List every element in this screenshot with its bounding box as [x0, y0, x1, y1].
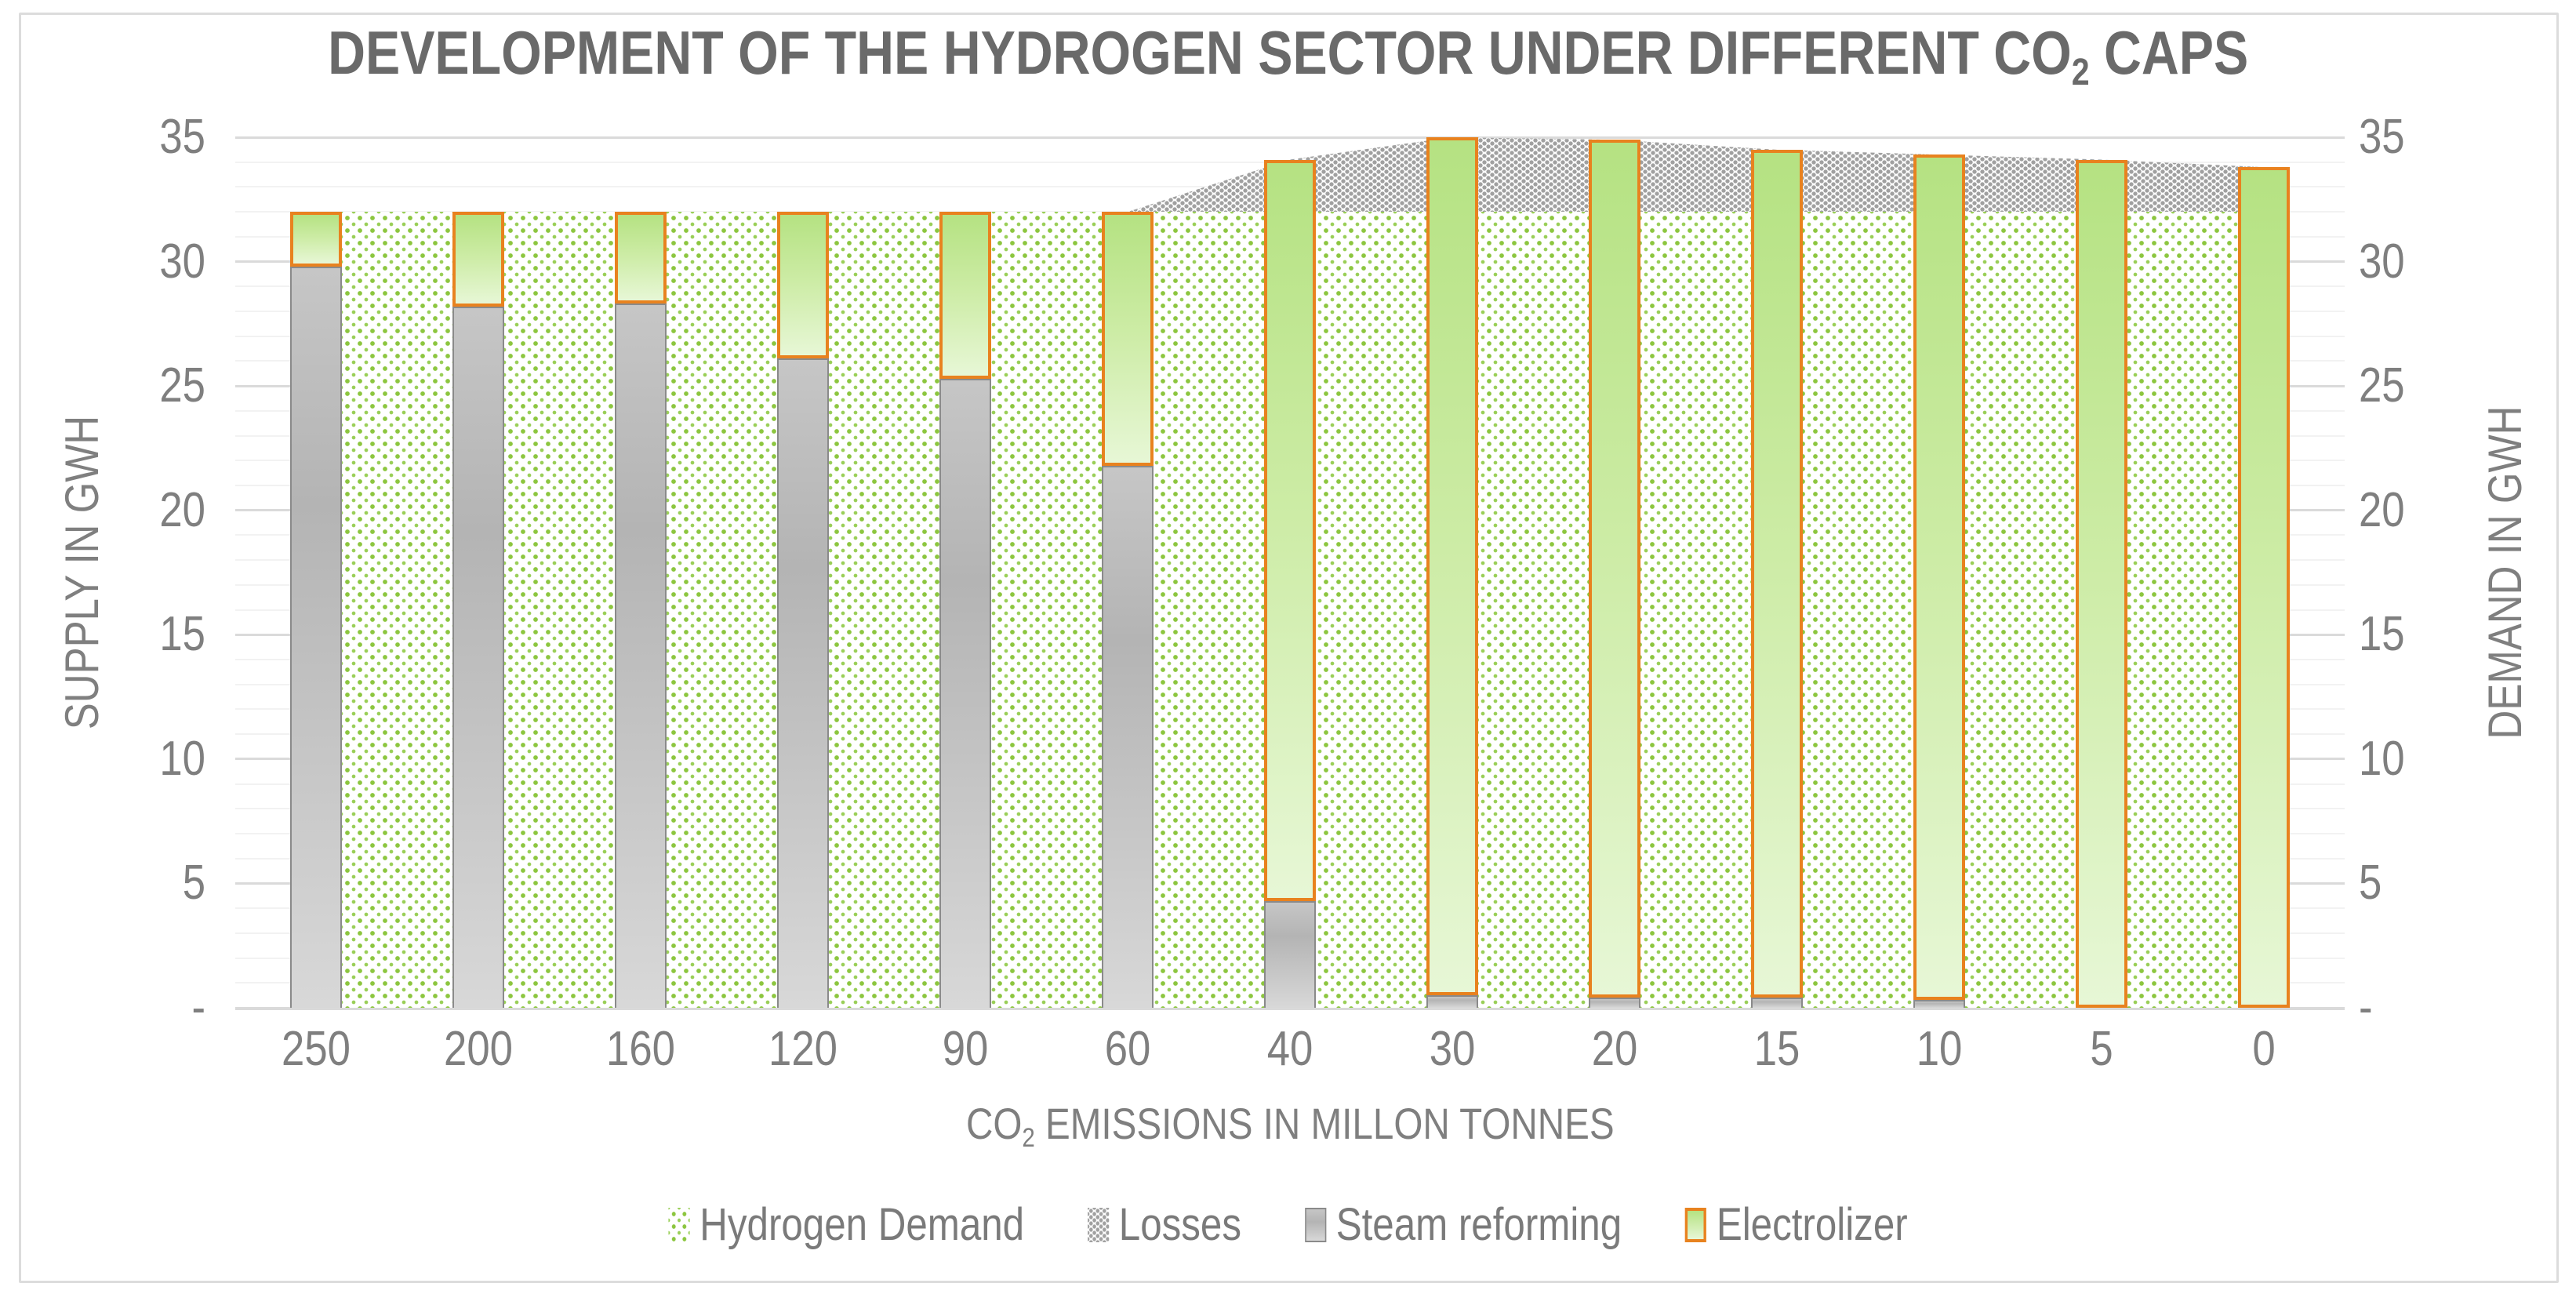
y-tick-left-10: 10 — [159, 731, 205, 786]
bar-steam-reforming-250 — [290, 266, 343, 1008]
chart-title-text: DEVELOPMENT OF THE HYDROGEN SECTOR UNDER… — [327, 18, 2072, 87]
gridline-major — [235, 136, 2345, 139]
bar-electrolizer-20 — [1588, 140, 1640, 998]
y-axis-title-left: SUPPLY IN GWH — [56, 415, 108, 730]
legend-label: Hydrogen Demand — [699, 1199, 1025, 1250]
y-tick-right-10: 10 — [2359, 731, 2405, 786]
bar-steam-reforming-90 — [939, 378, 992, 1008]
legend-swatch-steam-icon — [1304, 1207, 1326, 1242]
x-axis-title-subscript: 2 — [1022, 1122, 1035, 1153]
y-tick-right-20: 20 — [2359, 482, 2405, 537]
bar-electrolizer-160 — [615, 212, 667, 304]
bar-electrolizer-120 — [777, 212, 830, 359]
legend-label: Steam reforming — [1335, 1199, 1622, 1250]
legend-swatch-losses-icon — [1087, 1207, 1110, 1242]
legend: Hydrogen Demand Losses Steam reforming Elec… — [193, 1198, 2382, 1251]
bar-electrolizer-200 — [452, 212, 505, 307]
x-tick-0: 0 — [2251, 1022, 2276, 1076]
bar-steam-reforming-10 — [1913, 1000, 1965, 1008]
bar-electrolizer-40 — [1264, 159, 1316, 901]
bar-electrolizer-30 — [1426, 137, 1478, 996]
legend-item-electrolizer: Electrolizer — [1684, 1198, 1908, 1251]
bar-electrolizer-60 — [1102, 212, 1154, 466]
bar-steam-reforming-40 — [1264, 900, 1316, 1008]
x-axis-title: CO2 EMISSIONS IN MILLON TONNES — [965, 1099, 1615, 1153]
y-tick-left-15: 15 — [159, 607, 205, 662]
chart-title-subscript: 2 — [2071, 50, 2090, 93]
chart-title-suffix: CAPS — [2089, 18, 2249, 87]
bar-electrolizer-5 — [2075, 159, 2127, 1008]
chart-title: DEVELOPMENT OF THE HYDROGEN SECTOR UNDER… — [0, 17, 2576, 93]
bar-electrolizer-250 — [290, 212, 343, 267]
x-tick-10: 10 — [1916, 1022, 1962, 1076]
legend-swatch-electrolizer-icon — [1684, 1207, 1707, 1242]
y-tick-right-35: 35 — [2359, 110, 2405, 164]
x-tick-20: 20 — [1591, 1022, 1638, 1076]
x-tick-90: 90 — [942, 1022, 989, 1076]
bar-electrolizer-90 — [939, 212, 992, 379]
y-tick-left-30: 30 — [159, 234, 205, 289]
y-tick-left-25: 25 — [159, 358, 205, 413]
bar-steam-reforming-20 — [1588, 998, 1640, 1008]
bar-steam-reforming-160 — [615, 304, 667, 1008]
bar-electrolizer-0 — [2237, 167, 2290, 1008]
legend-label: Losses — [1118, 1199, 1242, 1250]
x-tick-5: 5 — [2089, 1022, 2113, 1076]
y-axis-title-right: DEMAND IN GWH — [2479, 405, 2531, 740]
y-tick-right-25: 25 — [2359, 358, 2405, 413]
legend-item-demand: Hydrogen Demand — [668, 1198, 1024, 1251]
bar-steam-reforming-200 — [452, 306, 505, 1008]
x-tick-30: 30 — [1429, 1022, 1476, 1076]
x-tick-15: 15 — [1753, 1022, 1800, 1076]
x-tick-120: 120 — [768, 1022, 838, 1076]
y-tick-right-15: 15 — [2359, 607, 2405, 662]
chart-border — [19, 13, 2559, 1283]
x-axis-line — [235, 1006, 2345, 1010]
bar-steam-reforming-60 — [1102, 465, 1154, 1008]
y-tick-left--: - — [191, 980, 205, 1034]
legend-item-steam: Steam reforming — [1304, 1198, 1622, 1251]
bar-electrolizer-10 — [1913, 154, 1965, 1001]
y-tick-right-5: 5 — [2359, 856, 2382, 911]
x-tick-60: 60 — [1104, 1022, 1151, 1076]
y-tick-left-35: 35 — [159, 110, 205, 164]
bar-steam-reforming-15 — [1750, 998, 1803, 1008]
y-tick-left-20: 20 — [159, 482, 205, 537]
y-tick-right-30: 30 — [2359, 234, 2405, 289]
bar-steam-reforming-120 — [777, 358, 830, 1008]
legend-item-losses: Losses — [1087, 1198, 1242, 1251]
y-tick-left-5: 5 — [182, 856, 205, 911]
y-tick-right--: - — [2359, 980, 2373, 1034]
bar-electrolizer-15 — [1750, 149, 1803, 998]
legend-label: Electrolizer — [1716, 1199, 1908, 1250]
bar-steam-reforming-30 — [1426, 995, 1478, 1008]
legend-swatch-demand-icon — [668, 1207, 690, 1242]
x-tick-40: 40 — [1266, 1022, 1313, 1076]
x-tick-160: 160 — [606, 1022, 676, 1076]
x-tick-200: 200 — [444, 1022, 514, 1076]
x-tick-250: 250 — [282, 1022, 351, 1076]
